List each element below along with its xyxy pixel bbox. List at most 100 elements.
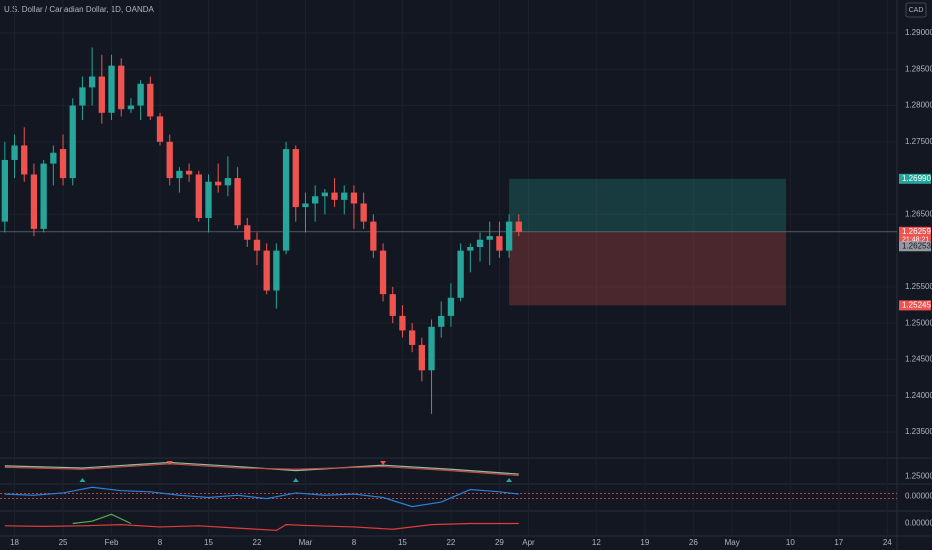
candle-body	[98, 76, 105, 113]
candle-body	[389, 294, 396, 316]
currency-box[interactable]	[905, 2, 927, 18]
candle-body	[379, 250, 387, 295]
x-tick-label: 15	[204, 538, 213, 547]
candle-body	[399, 315, 406, 331]
candle-body	[108, 65, 115, 113]
candle-body	[292, 149, 299, 208]
pane-tick-label: 1.25000	[905, 471, 932, 480]
pane-tick-label: 0.00000	[905, 491, 932, 500]
pane-tick-label: 0.00000	[905, 519, 932, 528]
price-tag	[899, 173, 931, 184]
price-tag	[899, 300, 931, 311]
y-tick-label: 1.29000	[905, 28, 932, 37]
x-tick-label: 25	[59, 538, 68, 547]
candle-body	[360, 203, 367, 222]
x-tick-label: 18	[10, 538, 19, 547]
x-tick-label: 8	[352, 538, 357, 547]
y-tick-label: 1.25000	[905, 318, 932, 327]
price-tag-label: 1.25245	[902, 301, 931, 310]
price-tag	[899, 226, 931, 245]
x-tick-label: 29	[495, 538, 504, 547]
candle-body	[253, 239, 261, 251]
candle-body	[418, 344, 425, 371]
candle-body	[312, 196, 319, 204]
candle-body	[166, 141, 173, 179]
candle-body	[428, 326, 435, 371]
y-tick-label: 1.25500	[905, 282, 932, 291]
candle-body	[263, 250, 270, 291]
candle-body	[59, 149, 67, 179]
price-tag-label: 1.26259	[902, 227, 931, 236]
stop-zone	[509, 231, 786, 306]
y-tick-label: 1.24500	[905, 355, 932, 364]
candle-body	[137, 83, 144, 106]
x-tick-label: 15	[398, 538, 407, 547]
indicator-line	[4, 463, 519, 477]
bid-tag	[899, 241, 931, 252]
bid-label: 1.26253	[902, 241, 931, 250]
candle-body	[215, 181, 222, 186]
signal-marker	[292, 478, 299, 482]
candle-body	[476, 239, 484, 247]
price-tag-label: 1.26990	[902, 174, 931, 183]
candle-body	[273, 250, 280, 291]
x-tick-label: 17	[834, 538, 843, 547]
signal-marker	[79, 478, 86, 482]
y-tick-label: 1.23500	[905, 427, 932, 436]
candle-body	[69, 105, 76, 179]
candle-body	[88, 76, 96, 88]
signal-marker	[506, 478, 513, 482]
x-tick-label: May	[725, 538, 740, 547]
candle-body	[438, 315, 445, 327]
candle-body	[408, 330, 416, 345]
x-tick-label: 19	[640, 538, 649, 547]
candle-body	[467, 246, 474, 251]
candle-body	[370, 221, 377, 251]
candle-body	[350, 192, 358, 204]
target-zone	[509, 178, 786, 232]
candle-body	[127, 105, 135, 110]
y-tick-label: 1.28500	[905, 64, 932, 73]
candle-body	[496, 236, 503, 251]
x-tick-label: 12	[592, 538, 601, 547]
x-tick-label: 8	[158, 538, 163, 547]
candle-body	[331, 192, 338, 200]
signal-marker	[166, 461, 173, 465]
y-tick-label: 1.26500	[905, 209, 932, 218]
symbol-title: U.S. Dollar / Canadian Dollar, 1D, OANDA	[4, 5, 155, 14]
candle-body	[515, 221, 522, 232]
candle-body	[505, 221, 513, 251]
candle-body	[234, 178, 241, 226]
indicator-line	[4, 522, 519, 532]
candle-body	[1, 159, 9, 222]
y-tick-label: 1.28000	[905, 101, 932, 110]
candle-body	[11, 145, 18, 160]
candle-body	[185, 170, 193, 175]
candle-body	[195, 174, 202, 218]
currency-label[interactable]: CAD	[909, 7, 924, 14]
x-tick-label: 24	[883, 538, 892, 547]
candle-body	[118, 65, 125, 110]
candle-body	[447, 297, 455, 316]
x-tick-label: 22	[253, 538, 262, 547]
candle-body	[50, 152, 57, 164]
x-tick-label: 22	[446, 538, 455, 547]
candle-body	[457, 250, 464, 298]
candle-body	[156, 116, 164, 142]
y-tick-label: 1.24000	[905, 391, 932, 400]
x-tick-label: Feb	[105, 538, 119, 547]
countdown: 21:48:21	[902, 237, 929, 244]
candle-body	[205, 181, 212, 218]
candle-body	[244, 225, 251, 240]
candle-body	[302, 203, 309, 208]
candle-body	[321, 192, 329, 197]
candle-body	[30, 174, 38, 229]
x-tick-label: Mar	[299, 538, 313, 547]
x-tick-label: 10	[786, 538, 795, 547]
indicator-line	[4, 486, 519, 508]
indicator-line	[72, 513, 132, 525]
y-tick-label: 1.27500	[905, 137, 932, 146]
signal-marker	[380, 461, 387, 465]
